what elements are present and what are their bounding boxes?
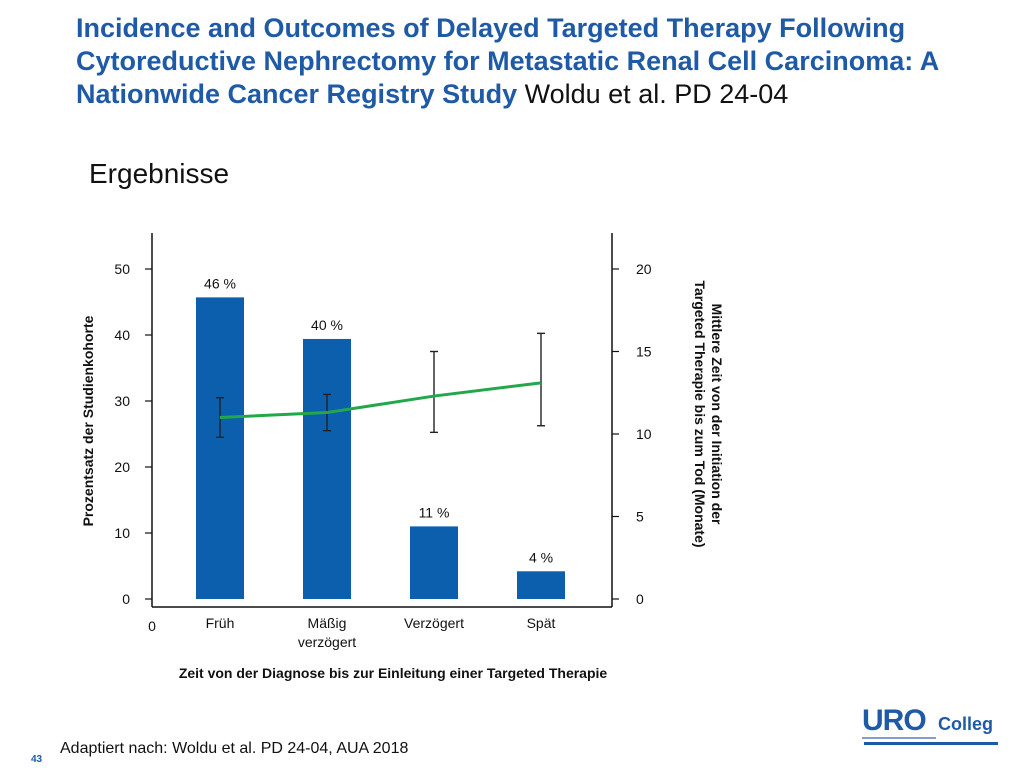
bar <box>517 571 565 599</box>
left-tick-label: 0 <box>122 591 130 607</box>
x-category-label-line: Früh <box>206 615 235 631</box>
x-category-label: Spät <box>527 615 556 631</box>
x-category-label: Mäßig verzögert <box>298 615 356 650</box>
logo-colleg-text: Colleg <box>938 714 994 734</box>
left-tick-label: 40 <box>114 327 130 343</box>
x-category-label: Verzögert <box>404 615 464 631</box>
right-tick-label: 5 <box>636 509 644 525</box>
bar <box>410 526 458 599</box>
left-y-axis-title: Prozentsatz der Studienkohorte <box>80 315 96 526</box>
page-number: 43 <box>31 754 43 765</box>
left-tick-label: 10 <box>114 525 130 541</box>
logo-underline-short <box>862 737 936 739</box>
x-category-label-line: Spät <box>527 615 556 631</box>
survival-line <box>219 381 542 419</box>
right-y-axis-title: Mittlere Zeit von der Initiation derTarg… <box>692 280 725 547</box>
left-tick-label: 20 <box>114 459 130 475</box>
source-footnote: Adaptiert nach: Woldu et al. PD 24-04, A… <box>60 740 409 757</box>
bar <box>303 338 351 599</box>
x-origin-label: 0 <box>148 618 156 634</box>
right-tick-label: 0 <box>636 591 644 607</box>
right-tick-label: 10 <box>636 426 652 442</box>
right-tick-label: 15 <box>636 344 652 360</box>
bar-value-label: 40 % <box>311 317 343 333</box>
right-tick-label: 20 <box>636 261 652 277</box>
slide-title: Incidence and Outcomes of Delayed Target… <box>76 12 976 111</box>
left-tick-label: 50 <box>114 261 130 277</box>
title-reference: Woldu et al. PD 24-04 <box>524 79 789 109</box>
logo-uro-text: URO <box>862 704 927 737</box>
right-y-axis-title-line: Targeted Therapie bis zum Tod (Monate) <box>692 280 708 547</box>
x-category-label-line: Mäßig <box>308 615 347 631</box>
x-axis-title: Zeit von der Diagnose bis zur Einleitung… <box>179 665 608 681</box>
title-text: Incidence and Outcomes of Delayed Target… <box>76 13 939 109</box>
bar-value-label: 11 % <box>419 504 450 520</box>
left-tick-label: 30 <box>114 393 130 409</box>
x-category-label-line: Verzögert <box>404 615 464 631</box>
section-subtitle: Ergebnisse <box>89 158 230 189</box>
x-category-label: Früh <box>206 615 235 631</box>
bar-value-label: 4 % <box>529 549 553 565</box>
right-y-axis-title-line: Mittlere Zeit von der Initiation der <box>709 304 725 525</box>
bar <box>196 297 244 599</box>
uro-colleg-logo: URO Colleg <box>862 704 1002 748</box>
x-category-label-line: verzögert <box>298 634 356 650</box>
logo-underline <box>864 742 998 745</box>
bar-value-label: 46 % <box>204 275 236 291</box>
